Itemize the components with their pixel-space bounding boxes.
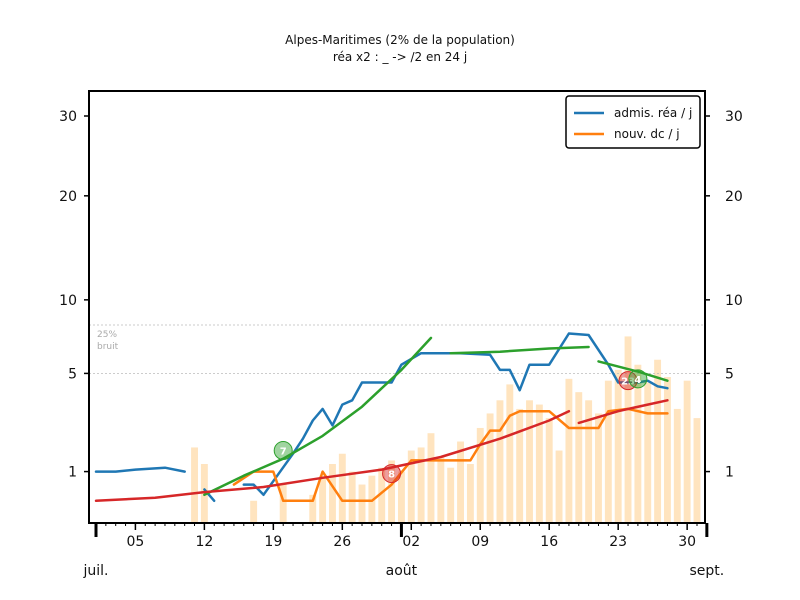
bar <box>466 464 474 523</box>
marker-label: 8 <box>388 470 395 481</box>
bar <box>624 336 632 523</box>
x-tick-label: 26 <box>333 534 351 550</box>
bar <box>338 453 346 523</box>
y-tick-label-right: 5 <box>725 366 734 382</box>
plot-content: 25% bruit 7 8 23 4 <box>89 324 705 523</box>
bar <box>329 464 336 523</box>
y-tick-label-left: 30 <box>59 109 77 125</box>
bar <box>358 484 366 523</box>
x-tick-label: 02 <box>402 534 420 550</box>
series-line-deaths <box>232 407 669 503</box>
x-axis: 05 12 19 26 02 09 16 23 30 juil. août sept. <box>83 523 724 579</box>
bar <box>309 494 317 523</box>
marker-circle <box>618 371 638 391</box>
bar <box>516 408 524 523</box>
bar <box>565 378 573 523</box>
bar <box>191 447 198 523</box>
bar <box>378 467 386 523</box>
bar <box>427 433 435 523</box>
bar <box>437 457 445 523</box>
bar <box>348 471 356 523</box>
bar <box>417 447 425 523</box>
series-line-fit_deaths <box>94 409 571 503</box>
bar <box>693 418 701 523</box>
series-line-fit_growth <box>203 336 433 497</box>
y-tick-label-right: 30 <box>725 109 743 125</box>
bar <box>634 364 642 523</box>
y-axis-right: 1 5 10 20 30 <box>705 109 743 481</box>
x-month-label: sept. <box>689 563 724 579</box>
series-line-admissions <box>94 466 186 473</box>
bar <box>526 400 533 523</box>
y-tick-label-right: 20 <box>725 189 743 205</box>
y-axis-left: 1 5 10 20 30 <box>59 109 89 481</box>
x-tick-label: 05 <box>126 534 144 550</box>
bar <box>447 467 455 523</box>
legend-label-deaths: nouv. dc / j <box>614 127 680 141</box>
x-tick-label: 30 <box>678 534 696 550</box>
x-month-label: juil. <box>83 563 109 579</box>
bar <box>388 460 396 523</box>
bar <box>319 475 327 523</box>
marker-circle <box>273 441 293 461</box>
y-tick-label-left: 5 <box>68 366 77 382</box>
bar <box>614 369 622 523</box>
bar <box>545 418 553 523</box>
bar <box>457 441 464 523</box>
x-month-label: août <box>386 563 418 579</box>
x-tick-label: 23 <box>609 534 627 550</box>
chart-subtitle: réa x2 : _ -> /2 en 24 j <box>333 50 467 64</box>
y-tick-label-right: 10 <box>725 293 743 309</box>
plot-frame <box>88 90 706 524</box>
plot-area: 25% bruit 7 8 23 4 <box>89 324 705 523</box>
bar <box>486 413 494 523</box>
bar <box>279 484 287 523</box>
bar <box>555 450 563 523</box>
marker-label: 7 <box>280 447 287 458</box>
x-tick-label: 09 <box>471 534 489 550</box>
x-tick-label: 19 <box>264 534 282 550</box>
bar <box>595 413 602 523</box>
bar <box>496 400 504 523</box>
marker-label: 23 <box>621 377 635 388</box>
series-line-fit_deaths <box>577 399 669 425</box>
bar <box>644 382 652 523</box>
bar <box>575 392 583 523</box>
series-line-admissions <box>242 332 669 497</box>
legend-label-admissions: admis. réa / j <box>614 106 692 120</box>
bar <box>673 408 681 523</box>
noise-label-word: bruit <box>97 342 119 352</box>
bar <box>535 404 543 523</box>
y-tick-label-left: 1 <box>68 465 77 481</box>
bar <box>407 450 415 523</box>
marker-circle <box>382 464 402 484</box>
legend: admis. réa / j nouv. dc / j <box>565 95 701 149</box>
marker-label: 4 <box>634 375 641 386</box>
bar <box>683 380 691 523</box>
bar <box>654 359 662 523</box>
y-tick-label-left: 10 <box>59 293 77 309</box>
noise-label-percent: 25% <box>97 330 117 340</box>
bar <box>476 427 484 523</box>
bar <box>585 400 593 523</box>
bar <box>250 500 258 523</box>
series-line-fit_growth <box>597 360 669 382</box>
x-tick-label: 16 <box>540 534 558 550</box>
bar <box>604 380 612 523</box>
bar <box>663 377 671 523</box>
bar <box>506 384 514 523</box>
x-tick-label: 12 <box>195 534 213 550</box>
y-tick-label-right: 1 <box>725 465 734 481</box>
y-tick-label-left: 20 <box>59 189 77 205</box>
marker-circle <box>628 369 648 389</box>
series-line-fit_growth <box>449 345 590 355</box>
bar <box>397 471 405 523</box>
chart-title: Alpes-Maritimes (2% de la population) <box>285 33 515 47</box>
